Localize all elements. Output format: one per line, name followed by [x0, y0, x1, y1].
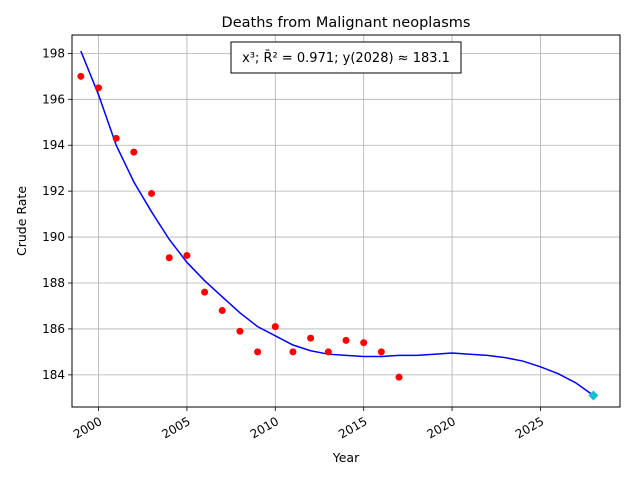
- chart-title: Deaths from Malignant neoplasms: [222, 15, 471, 31]
- y-tick-label: 196: [42, 92, 65, 106]
- data-point: [289, 348, 297, 356]
- data-point: [165, 254, 173, 262]
- data-point: [360, 339, 368, 347]
- data-point: [307, 334, 315, 342]
- data-point: [218, 307, 226, 315]
- data-point: [95, 84, 103, 92]
- data-point: [183, 251, 191, 259]
- y-tick-label: 188: [42, 276, 65, 290]
- annotation-text: x³; R̄² = 0.971; y(2028) ≈ 183.1: [242, 51, 450, 66]
- data-point: [395, 373, 403, 381]
- y-tick-label: 184: [42, 368, 65, 382]
- trend-line: [80, 50, 594, 397]
- data-point: [254, 348, 262, 356]
- y-tick-label: 190: [42, 230, 65, 244]
- data-point: [130, 148, 138, 156]
- data-point: [112, 134, 120, 142]
- forecast-marker: [588, 390, 599, 401]
- annotation-frame: [230, 41, 462, 74]
- y-axis-label: Crude Rate: [14, 186, 29, 256]
- y-tick-label: 198: [42, 46, 65, 60]
- data-point: [377, 348, 385, 356]
- y-tick-label: 192: [42, 184, 65, 198]
- annotation-box: x³; R̄² = 0.971; y(2028) ≈ 183.1: [230, 41, 462, 74]
- data-point: [271, 323, 279, 331]
- data-point: [201, 288, 209, 296]
- series-layer: [77, 50, 599, 401]
- data-point: [324, 348, 332, 356]
- data-point: [236, 327, 244, 335]
- data-point: [77, 72, 85, 80]
- data-point: [342, 336, 350, 344]
- plot-frame: [71, 34, 621, 408]
- x-axis-label: Year: [332, 450, 360, 465]
- y-tick-label: 186: [42, 322, 65, 336]
- y-tick-label: 194: [42, 138, 65, 152]
- data-point: [148, 189, 156, 197]
